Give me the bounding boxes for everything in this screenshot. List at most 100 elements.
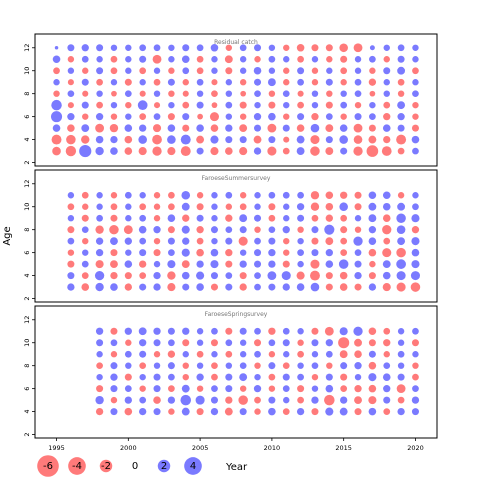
residual-point — [168, 408, 175, 415]
residual-point — [339, 271, 348, 280]
residual-point — [182, 339, 190, 347]
residual-point — [282, 373, 290, 381]
residual-point — [50, 111, 63, 123]
residual-point — [67, 102, 74, 109]
residual-point — [109, 224, 119, 235]
residual-point — [412, 113, 419, 120]
residual-point — [382, 202, 391, 211]
legend-label: -4 — [72, 461, 82, 472]
residual-point — [211, 102, 218, 109]
legend-swatch — [68, 457, 86, 475]
residual-point — [368, 124, 376, 132]
residual-point — [239, 272, 247, 280]
residual-point — [325, 214, 333, 222]
residual-point — [254, 260, 262, 268]
residual-point — [267, 146, 277, 156]
residual-point — [124, 135, 133, 144]
residual-point — [339, 350, 348, 359]
residual-point — [383, 112, 391, 121]
residual-point — [268, 214, 276, 222]
residual-point — [240, 90, 247, 97]
residual-point — [381, 146, 392, 156]
residual-point — [168, 56, 175, 63]
residual-point — [396, 259, 406, 269]
residual-point — [353, 146, 363, 156]
x-tick-label: 2020 — [407, 444, 424, 452]
residual-point — [196, 203, 204, 211]
residual-point — [340, 385, 348, 392]
residual-point — [296, 124, 305, 132]
residual-point — [383, 408, 391, 415]
residual-point — [254, 44, 262, 52]
residual-point — [411, 226, 420, 234]
residual-point — [124, 260, 133, 268]
legend-swatch — [157, 459, 171, 473]
residual-point — [168, 101, 175, 109]
residual-point — [397, 78, 405, 86]
residual-point — [324, 224, 335, 235]
residual-point — [339, 135, 348, 144]
residual-point — [182, 124, 190, 132]
residual-point — [124, 407, 133, 416]
residual-point — [139, 192, 146, 199]
residual-point — [383, 384, 391, 393]
residual-point — [124, 385, 132, 392]
residual-point — [297, 191, 304, 199]
legend-entry: 2 — [157, 459, 171, 473]
residual-point — [368, 339, 376, 347]
residual-point — [139, 373, 146, 381]
residual-point — [368, 396, 377, 405]
residual-point — [139, 385, 146, 392]
residual-point — [239, 44, 247, 52]
residual-point — [268, 385, 276, 392]
residual-point — [283, 44, 290, 51]
residual-point — [66, 134, 76, 145]
residual-point — [110, 351, 118, 358]
residual-point — [254, 272, 261, 279]
residual-point — [325, 384, 334, 393]
residual-point — [397, 373, 405, 381]
residual-point — [239, 101, 247, 109]
residual-point — [167, 226, 175, 234]
residual-point — [125, 67, 132, 74]
residual-point — [239, 67, 247, 74]
residual-point — [310, 282, 320, 292]
residual-point — [383, 135, 391, 144]
residual-point — [412, 147, 419, 155]
residual-point — [211, 215, 218, 222]
residual-point — [182, 327, 190, 335]
residual-point — [124, 283, 132, 291]
residual-point — [353, 123, 363, 133]
residual-point — [297, 260, 304, 268]
residual-point — [297, 328, 304, 335]
y-tick-label: 12 — [23, 316, 31, 324]
residual-point — [67, 226, 75, 234]
residual-point — [196, 283, 204, 291]
residual-point — [210, 135, 219, 144]
residual-point — [152, 124, 162, 133]
residual-point — [368, 327, 377, 336]
residual-point — [196, 67, 204, 75]
residual-point — [125, 56, 132, 63]
residual-point — [96, 44, 104, 52]
residual-point — [81, 124, 90, 133]
residual-point — [253, 135, 262, 144]
residual-point — [110, 79, 118, 86]
residual-point — [96, 351, 103, 358]
residual-point — [353, 236, 363, 246]
residual-point — [167, 113, 175, 121]
residual-point — [311, 339, 319, 347]
residual-point — [396, 213, 406, 223]
residual-point — [311, 237, 319, 245]
residual-point — [296, 43, 305, 52]
residual-point — [326, 362, 333, 369]
residual-point — [196, 226, 204, 234]
residual-point — [211, 79, 218, 86]
residual-point — [311, 408, 319, 416]
residual-point — [282, 339, 290, 347]
residual-point — [282, 362, 290, 370]
residual-point — [339, 202, 348, 212]
residual-point — [283, 136, 290, 143]
residual-point — [296, 407, 305, 416]
residual-point — [268, 283, 276, 291]
